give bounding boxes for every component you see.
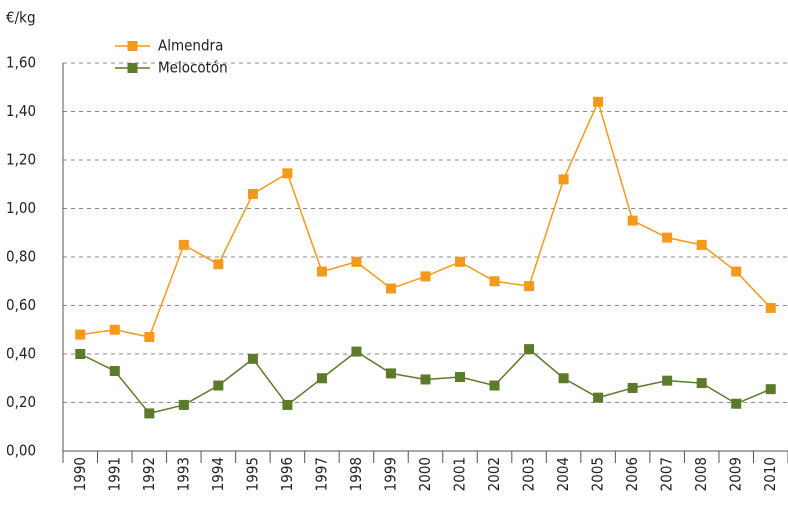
y-tick-label: 0,40 <box>6 345 36 363</box>
legend-label: Almendra <box>158 37 223 55</box>
point-marker <box>109 365 120 376</box>
x-tick-label: 2008 <box>692 457 710 491</box>
y-tick-label: 0,60 <box>6 296 36 314</box>
point-marker <box>765 384 776 395</box>
x-tick-label: 1990 <box>71 457 89 491</box>
y-tick-label: 0,20 <box>6 393 36 411</box>
point-marker <box>524 281 535 292</box>
x-tick-label: 1991 <box>105 457 123 491</box>
point-marker <box>558 174 569 185</box>
point-marker <box>178 239 189 250</box>
point-marker <box>765 302 776 313</box>
point-marker <box>247 188 258 199</box>
point-marker <box>420 374 431 385</box>
legend-marker <box>127 41 138 51</box>
x-tick-label: 1993 <box>174 457 192 491</box>
point-marker <box>593 96 604 107</box>
point-marker <box>558 373 569 384</box>
x-tick-label: 2002 <box>485 457 503 491</box>
point-marker <box>316 373 327 384</box>
point-marker <box>144 332 155 343</box>
legend-marker <box>127 63 138 73</box>
x-tick-label: 1994 <box>209 457 227 491</box>
point-marker <box>75 329 86 340</box>
point-marker <box>696 239 707 250</box>
x-tick-label: 2004 <box>554 457 572 491</box>
point-marker <box>385 368 396 379</box>
point-marker <box>696 378 707 389</box>
y-tick-label: 0,80 <box>6 248 36 266</box>
point-marker <box>662 375 673 386</box>
point-marker <box>627 215 638 226</box>
x-tick-label: 2005 <box>589 457 607 491</box>
y-tick-label: 1,40 <box>6 102 36 120</box>
x-tick-label: 2000 <box>416 457 434 491</box>
point-marker <box>178 399 189 410</box>
legend-label: Melocotón <box>158 59 228 77</box>
x-tick-label: 2009 <box>727 457 745 491</box>
point-marker <box>75 349 86 359</box>
x-tick-label: 1995 <box>243 457 261 491</box>
x-tick-label: 1999 <box>381 457 399 491</box>
x-tick-label: 1997 <box>312 457 330 491</box>
point-marker <box>593 392 604 403</box>
x-tick-label: 1992 <box>140 457 158 491</box>
point-marker <box>524 344 535 355</box>
x-tick-label: 1996 <box>278 457 296 491</box>
point-marker <box>489 276 500 287</box>
x-tick-label: 2010 <box>761 457 779 491</box>
y-tick-label: 1,00 <box>6 199 36 217</box>
point-marker <box>385 283 396 294</box>
y-tick-label: 1,20 <box>6 151 36 169</box>
x-tick-label: 1998 <box>347 457 365 491</box>
x-tick-label: 2003 <box>520 457 538 491</box>
y-tick-label: 1,60 <box>6 54 36 72</box>
x-tick-label: 2006 <box>623 457 641 491</box>
point-marker <box>144 408 155 419</box>
point-marker <box>662 232 673 243</box>
point-marker <box>351 256 362 267</box>
point-marker <box>213 259 224 270</box>
point-marker <box>213 380 224 391</box>
y-tick-label: 0,00 <box>6 442 36 460</box>
point-marker <box>731 266 742 277</box>
point-marker <box>420 271 431 282</box>
point-marker <box>247 353 258 364</box>
point-marker <box>282 168 293 179</box>
point-marker <box>627 382 638 393</box>
point-marker <box>731 398 742 409</box>
point-marker <box>316 266 327 277</box>
point-marker <box>109 324 120 335</box>
point-marker <box>282 399 293 410</box>
series-line <box>80 99 772 338</box>
point-marker <box>351 346 362 357</box>
x-tick-label: 2001 <box>451 457 469 491</box>
point-marker <box>455 372 466 383</box>
point-marker <box>489 380 500 391</box>
y-axis-label: €/kg <box>6 9 36 27</box>
x-tick-label: 2007 <box>658 457 676 491</box>
point-marker <box>455 256 466 267</box>
